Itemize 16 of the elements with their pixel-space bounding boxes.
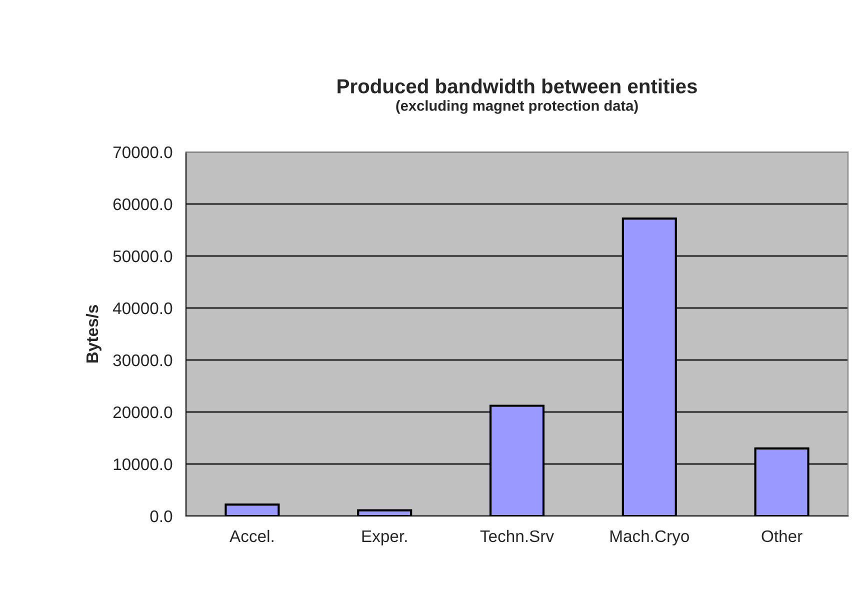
y-tick-label: 0.0	[150, 510, 172, 522]
chart-subtitle: (excluding magnet protection data)	[396, 100, 638, 114]
y-tick-label: 30000.0	[113, 354, 172, 366]
y-tick-label: 60000.0	[113, 198, 172, 210]
y-axis-title: Bytes/s	[86, 305, 102, 363]
y-tick-label: 50000.0	[113, 250, 172, 262]
chart-title: Produced bandwidth between entities	[338, 78, 697, 94]
x-tick-label: Other	[762, 530, 802, 542]
x-tick-label: Accel.	[230, 530, 274, 542]
x-tick-label: Exper.	[362, 530, 407, 546]
y-tick-label: 40000.0	[112, 302, 172, 314]
y-tick-label: 20000.0	[113, 406, 172, 418]
x-tick-label: Techn.Srv	[480, 530, 554, 542]
x-tick-label: Mach.Cryo	[610, 530, 689, 546]
y-tick-label: 10000.0	[114, 458, 172, 470]
y-tick-label: 70000.0	[113, 146, 172, 158]
